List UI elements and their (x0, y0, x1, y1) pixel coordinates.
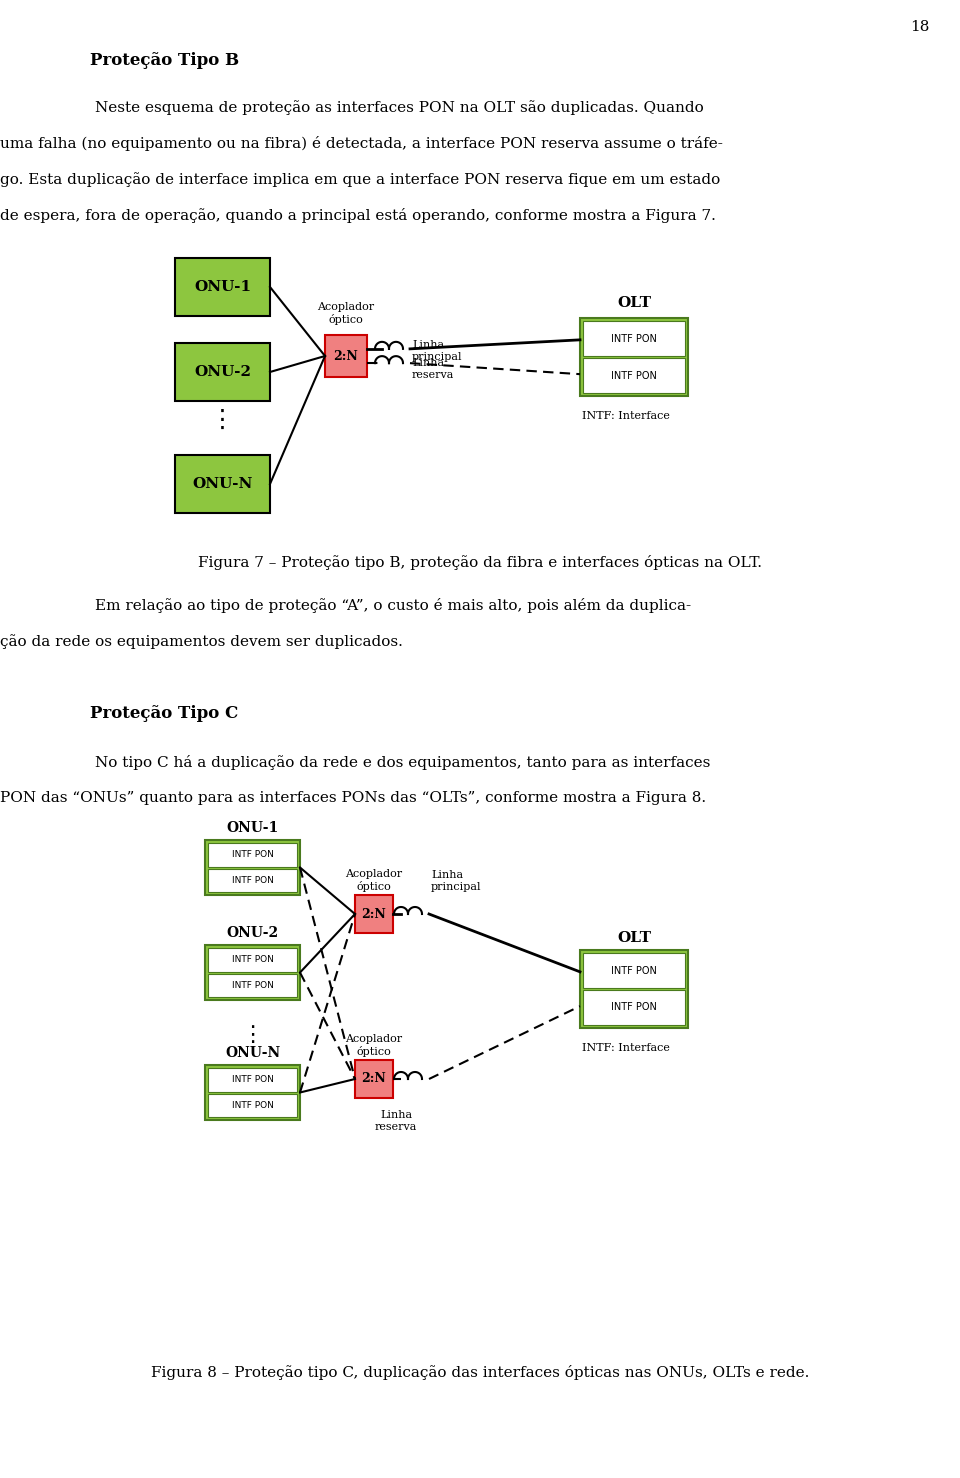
Text: 2:N: 2:N (334, 349, 358, 362)
Text: ONU-N: ONU-N (192, 477, 252, 491)
Text: INTF PON: INTF PON (612, 1002, 657, 1012)
FancyBboxPatch shape (355, 1060, 393, 1098)
Text: ONU-2: ONU-2 (227, 927, 278, 940)
Text: INTF PON: INTF PON (231, 1076, 274, 1085)
FancyBboxPatch shape (175, 455, 270, 513)
FancyBboxPatch shape (583, 953, 685, 987)
Text: Linha
reserva: Linha reserva (374, 1110, 418, 1132)
FancyBboxPatch shape (205, 944, 300, 1001)
FancyBboxPatch shape (325, 336, 367, 377)
Text: ção da rede os equipamentos devem ser duplicados.: ção da rede os equipamentos devem ser du… (0, 634, 403, 649)
Text: Neste esquema de proteção as interfaces PON na OLT são duplicadas. Quando: Neste esquema de proteção as interfaces … (95, 101, 704, 115)
Text: de espera, fora de operação, quando a principal está operando, conforme mostra a: de espera, fora de operação, quando a pr… (0, 208, 716, 223)
FancyBboxPatch shape (208, 1069, 297, 1091)
Text: ⋮: ⋮ (241, 1026, 264, 1045)
FancyBboxPatch shape (175, 343, 270, 401)
Text: Em relação ao tipo de proteção “A”, o custo é mais alto, pois além da duplica-: Em relação ao tipo de proteção “A”, o cu… (95, 599, 691, 613)
Text: INTF PON: INTF PON (231, 1101, 274, 1110)
FancyBboxPatch shape (580, 950, 688, 1029)
Text: Linha
reserva: Linha reserva (412, 358, 454, 380)
Text: INTF PON: INTF PON (612, 371, 657, 380)
Text: INTF PON: INTF PON (231, 876, 274, 885)
FancyBboxPatch shape (205, 840, 300, 896)
Text: No tipo C há a duplicação da rede e dos equipamentos, tanto para as interfaces: No tipo C há a duplicação da rede e dos … (95, 755, 710, 770)
Text: INTF: Interface: INTF: Interface (582, 411, 670, 421)
Text: INTF: Interface: INTF: Interface (582, 1043, 670, 1052)
Text: INTF PON: INTF PON (231, 955, 274, 964)
FancyBboxPatch shape (208, 1094, 297, 1117)
Text: ONU-N: ONU-N (225, 1046, 280, 1060)
Text: 2:N: 2:N (362, 1073, 386, 1085)
Text: INTF PON: INTF PON (231, 850, 274, 859)
Text: ONU-1: ONU-1 (227, 820, 278, 835)
FancyBboxPatch shape (175, 259, 270, 316)
Text: uma falha (no equipamento ou na fibra) é detectada, a interface PON reserva assu: uma falha (no equipamento ou na fibra) é… (0, 136, 723, 151)
FancyBboxPatch shape (208, 842, 297, 866)
FancyBboxPatch shape (583, 358, 685, 393)
Text: INTF PON: INTF PON (612, 965, 657, 975)
FancyBboxPatch shape (580, 318, 688, 396)
Text: PON das “ONUs” quanto para as interfaces PONs das “OLTs”, conforme mostra a Figu: PON das “ONUs” quanto para as interfaces… (0, 791, 707, 806)
Text: Acoplador
óptico: Acoplador óptico (346, 869, 402, 893)
Text: ONU-2: ONU-2 (194, 365, 251, 378)
Text: Proteção Tipo B: Proteção Tipo B (90, 52, 239, 69)
Text: Linha
principal: Linha principal (412, 340, 463, 362)
FancyBboxPatch shape (205, 1066, 300, 1120)
FancyBboxPatch shape (208, 869, 297, 893)
Text: Proteção Tipo C: Proteção Tipo C (90, 705, 238, 721)
Text: ONU-1: ONU-1 (194, 279, 252, 294)
Text: OLT: OLT (617, 296, 651, 310)
FancyBboxPatch shape (208, 947, 297, 971)
FancyBboxPatch shape (583, 321, 685, 356)
Text: 18: 18 (911, 21, 930, 34)
Text: INTF PON: INTF PON (612, 334, 657, 343)
Text: Acoplador
óptico: Acoplador óptico (346, 1035, 402, 1057)
FancyBboxPatch shape (583, 990, 685, 1026)
Text: 2:N: 2:N (362, 907, 386, 921)
Text: Figura 7 – Proteção tipo B, proteção da fibra e interfaces ópticas na OLT.: Figura 7 – Proteção tipo B, proteção da … (198, 556, 762, 571)
Text: OLT: OLT (617, 931, 651, 944)
FancyBboxPatch shape (355, 896, 393, 933)
Text: Acoplador
óptico: Acoplador óptico (318, 302, 374, 325)
Text: INTF PON: INTF PON (231, 981, 274, 990)
Text: ⋮: ⋮ (210, 408, 235, 432)
FancyBboxPatch shape (208, 974, 297, 998)
Text: Figura 8 – Proteção tipo C, duplicação das interfaces ópticas nas ONUs, OLTs e r: Figura 8 – Proteção tipo C, duplicação d… (151, 1366, 809, 1380)
Text: go. Esta duplicação de interface implica em que a interface PON reserva fique em: go. Esta duplicação de interface implica… (0, 171, 720, 186)
Text: Linha
principal: Linha principal (431, 871, 482, 893)
